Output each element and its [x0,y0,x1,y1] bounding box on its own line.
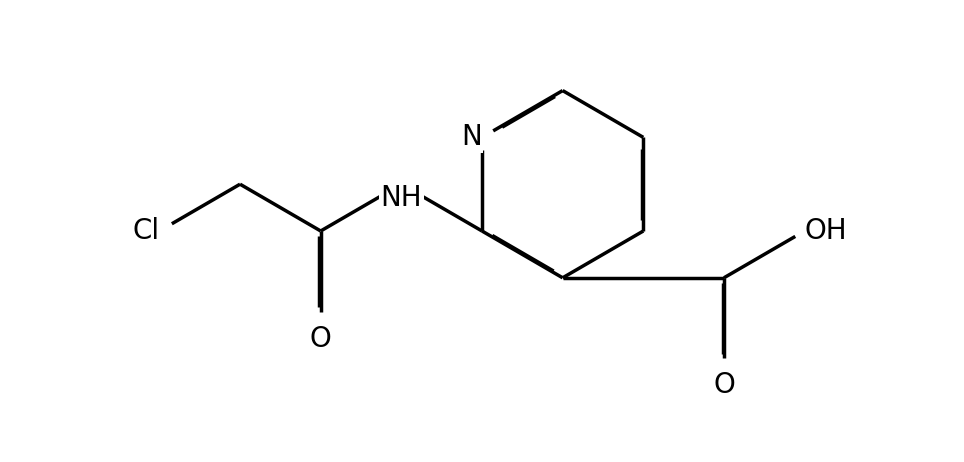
Text: OH: OH [805,217,847,245]
Text: N: N [461,123,482,152]
Text: O: O [309,325,332,353]
Text: Cl: Cl [132,217,159,245]
Text: O: O [713,371,735,400]
Text: NH: NH [381,184,422,212]
